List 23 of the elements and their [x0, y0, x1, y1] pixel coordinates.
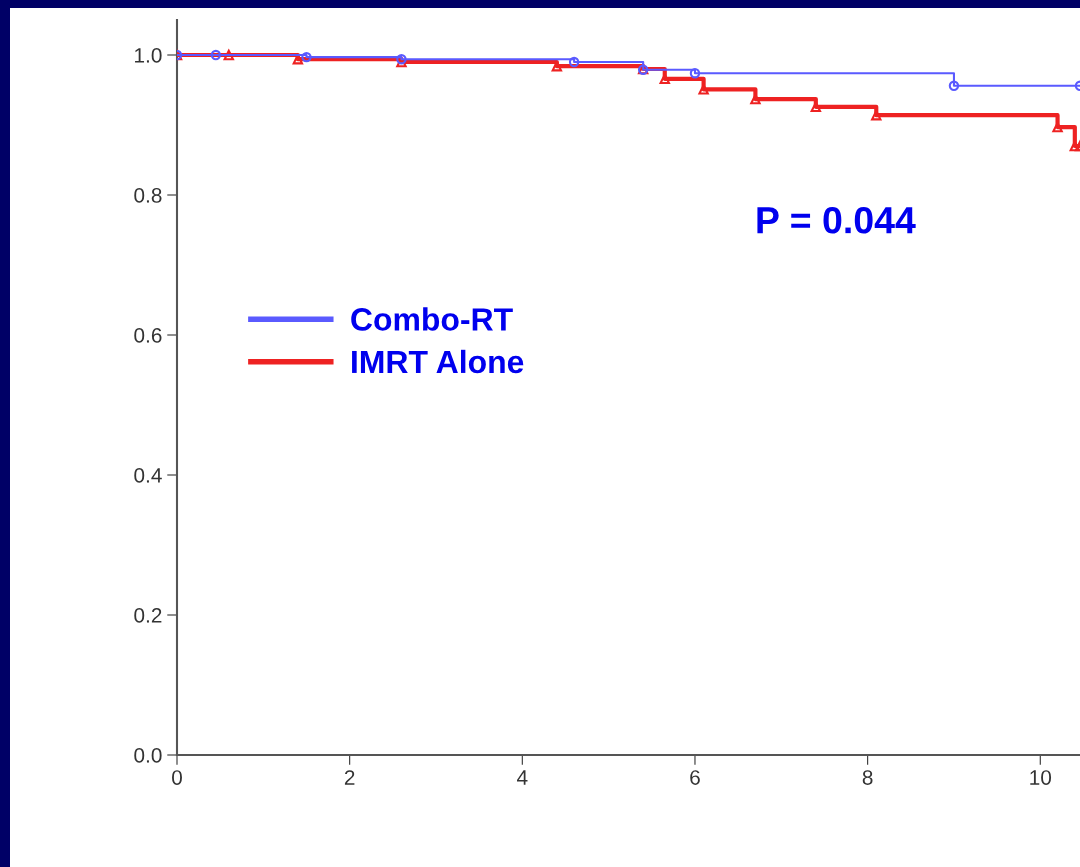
point — [292, 53, 304, 65]
x-tick-label: 4 — [517, 770, 528, 785]
legend-label: IMRT Alone — [352, 349, 524, 374]
y-tick-label: 0.8 — [134, 188, 162, 203]
y-tick-label: 0.2 — [134, 608, 162, 623]
x-tick-label: 6 — [690, 770, 700, 785]
point — [210, 49, 222, 61]
y-tick-label: 0.0 — [134, 748, 162, 763]
x-tick-label: 2 — [344, 770, 355, 785]
point — [551, 60, 563, 72]
legend-label: Combo-RT — [351, 307, 513, 331]
point — [568, 56, 580, 68]
point — [223, 49, 234, 61]
x-tick-label: 0 — [172, 770, 182, 785]
annotation: P = 0.044 — [757, 206, 916, 234]
y-tick-label: 0.4 — [134, 468, 162, 483]
x-tick-label: 8 — [862, 770, 873, 785]
point — [301, 51, 312, 63]
y-tick-label: 1.0 — [135, 48, 162, 63]
x-tick-label: 10 — [1030, 770, 1052, 785]
point — [689, 67, 701, 79]
y-tick-label: 0.6 — [134, 328, 162, 343]
point — [948, 80, 960, 92]
